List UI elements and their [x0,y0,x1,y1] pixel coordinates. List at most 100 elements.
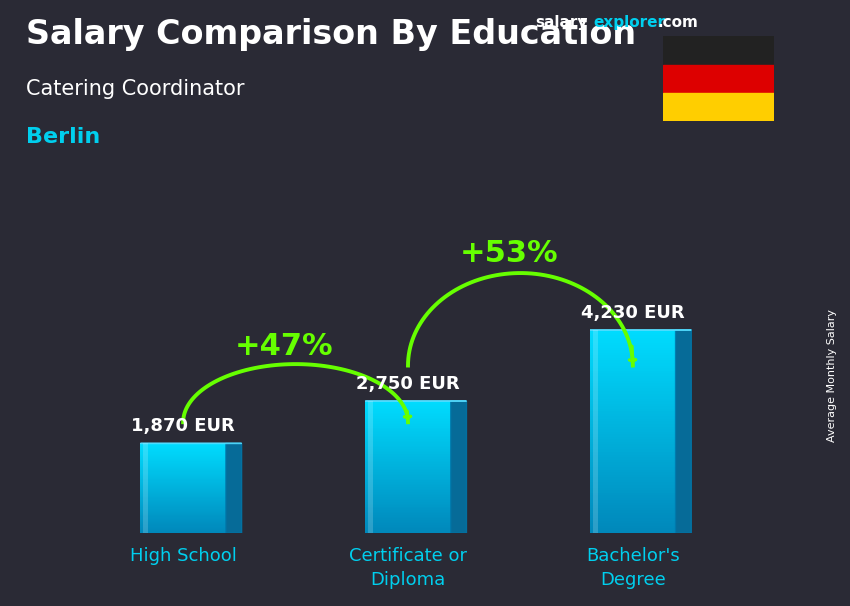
Bar [140,505,226,507]
Bar [366,527,450,528]
Bar [366,510,450,512]
Bar [140,508,226,510]
Bar [366,502,450,504]
Bar [140,445,226,447]
Bar [590,452,676,454]
Bar [366,470,450,472]
Bar [140,456,226,457]
Bar [140,513,226,514]
Bar [366,461,450,462]
Bar [140,448,226,449]
Bar [140,460,226,461]
Text: .com: .com [658,15,699,30]
Bar [366,426,450,428]
Bar [140,490,226,491]
Bar [140,488,226,490]
Bar [140,487,226,488]
Bar [140,498,226,499]
Bar [366,467,450,469]
Bar [590,482,676,485]
Bar [590,478,676,480]
Bar [590,393,676,396]
Bar [140,444,226,445]
Bar [590,459,676,462]
Bar [366,449,450,451]
Bar [590,525,676,528]
Text: salary: salary [536,15,588,30]
Bar [140,494,226,495]
Bar [140,473,226,474]
Bar [590,345,676,348]
Bar [590,406,676,409]
Bar [140,467,226,468]
Bar [140,476,226,477]
Bar [366,464,450,465]
Bar [590,528,676,531]
Bar [590,396,676,399]
Bar [140,477,226,478]
Bar [368,401,373,533]
Bar [140,503,226,504]
Bar [590,384,676,386]
Bar [140,504,226,505]
Bar [590,447,676,450]
Bar [663,36,774,65]
Bar [590,467,676,470]
Bar [140,481,226,482]
Bar [590,518,676,521]
Bar [140,479,226,481]
Bar [366,513,450,515]
Bar [366,477,450,479]
Bar [366,479,450,481]
Bar [140,451,226,453]
Bar [140,499,226,501]
Bar [366,487,450,488]
Text: 4,230 EUR: 4,230 EUR [581,304,684,322]
Bar [590,421,676,424]
Bar [366,462,450,464]
Bar [590,373,676,376]
Bar [590,355,676,358]
Bar [590,409,676,411]
Bar [366,515,450,517]
Bar [140,516,226,518]
Bar [590,450,676,452]
Bar [590,457,676,459]
Bar [140,484,226,485]
Text: 1,870 EUR: 1,870 EUR [131,418,235,435]
Bar [366,472,450,474]
Bar [590,472,676,475]
Bar [366,406,450,408]
Bar [140,470,226,471]
Bar [143,444,148,533]
Bar [590,444,676,447]
Bar [590,495,676,498]
Bar [590,505,676,508]
Bar [366,424,450,426]
Bar [590,381,676,384]
Bar [366,474,450,476]
Bar [366,434,450,436]
Bar [140,530,226,531]
Bar [590,414,676,416]
Bar [140,529,226,530]
Bar [366,439,450,441]
Bar [366,531,450,533]
Bar [366,504,450,505]
Bar [590,480,676,482]
Bar [140,531,226,532]
Bar [663,93,774,121]
Bar [140,458,226,459]
Bar [590,431,676,434]
Bar [590,350,676,353]
Bar [366,442,450,444]
Text: explorer: explorer [593,15,666,30]
Bar [590,510,676,513]
Bar [140,454,226,456]
Text: +47%: +47% [235,331,334,361]
Text: 2,750 EUR: 2,750 EUR [356,375,460,393]
Bar [140,461,226,462]
Bar [366,418,450,419]
Bar [590,437,676,439]
Bar [366,403,450,404]
